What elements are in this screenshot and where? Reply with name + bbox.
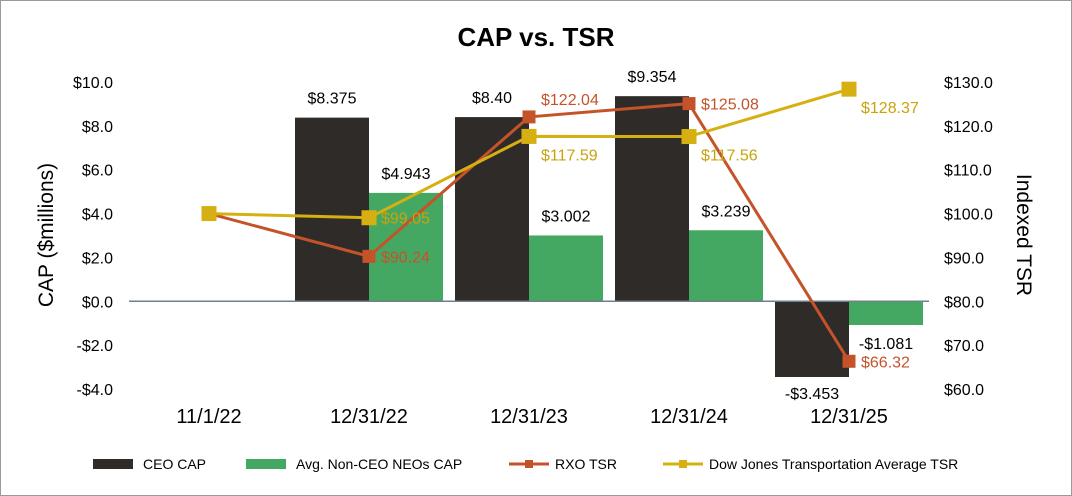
- legend-swatch: [246, 459, 286, 469]
- neo-cap-bar: [849, 301, 923, 325]
- rxo-tsr-marker: [362, 249, 376, 263]
- legend-label: CEO CAP: [143, 456, 206, 472]
- djta-tsr-data-label: $117.56: [701, 148, 758, 165]
- left-axis-tick-label: -$2.0: [77, 338, 114, 355]
- djta-tsr-marker: [681, 129, 697, 145]
- rxo-tsr-data-label: $66.32: [861, 354, 910, 371]
- right-axis-tick-label: $110.0: [944, 163, 992, 180]
- neo-cap-data-label: $3.239: [702, 203, 751, 220]
- legend-label: Dow Jones Transportation Average TSR: [709, 456, 958, 472]
- x-axis-category-label: 12/31/22: [330, 406, 408, 428]
- left-axis-tick-label: $10.0: [73, 75, 113, 92]
- rxo-tsr-marker: [682, 97, 696, 111]
- rxo-tsr-data-label: $90.24: [381, 249, 430, 266]
- rxo-tsr-marker: [522, 110, 536, 124]
- rxo-tsr-data-label: $122.04: [541, 92, 599, 109]
- right-axis-tick-label: $60.0: [944, 382, 984, 399]
- x-axis-category-label: 12/31/24: [650, 406, 728, 428]
- chart-title: CAP vs. TSR: [457, 22, 614, 52]
- right-axis-tick-label: $70.0: [944, 338, 984, 355]
- neo-cap-data-label: -$1.081: [859, 336, 913, 353]
- ceo-cap-data-label: -$3.453: [785, 386, 839, 403]
- x-axis-category-label: 12/31/25: [810, 406, 888, 428]
- legend-label: RXO TSR: [555, 456, 617, 472]
- djta-tsr-marker: [841, 81, 857, 97]
- x-axis-category-label: 12/31/23: [490, 406, 568, 428]
- right-axis-tick-label: $120.0: [944, 119, 993, 136]
- ceo-cap-data-label: $8.40: [472, 90, 512, 107]
- right-axis-tick-label: $100.0: [944, 207, 993, 224]
- right-axis-tick-label: $80.0: [944, 294, 984, 311]
- left-axis-title: CAP ($millions): [35, 163, 58, 307]
- djta-tsr-marker: [201, 206, 217, 222]
- left-axis-tick-label: -$4.0: [77, 382, 114, 399]
- left-axis-tick-label: $6.0: [82, 163, 113, 180]
- djta-tsr-marker: [361, 210, 377, 226]
- legend-marker: [679, 460, 687, 468]
- left-axis-tick-label: $0.0: [82, 294, 113, 311]
- rxo-tsr-data-label: $125.08: [701, 97, 759, 114]
- djta-tsr-data-label: $117.59: [541, 147, 598, 164]
- neo-cap-data-label: $3.002: [542, 208, 591, 225]
- right-axis-title: Indexed TSR: [1012, 174, 1035, 296]
- x-axis-category-label: 11/1/22: [176, 406, 241, 428]
- ceo-cap-data-label: $9.354: [628, 69, 677, 86]
- ceo-cap-bar: [775, 301, 849, 378]
- djta-tsr-data-label: $128.37: [861, 100, 919, 117]
- djta-tsr-data-label: $99.05: [381, 211, 430, 228]
- right-axis-tick-label: $130.0: [944, 75, 993, 92]
- right-axis-tick-label: $90.0: [944, 250, 984, 267]
- djta-tsr-marker: [521, 128, 537, 144]
- left-axis-tick-label: $2.0: [82, 250, 113, 267]
- left-axis-tick-label: $8.0: [82, 119, 113, 136]
- neo-cap-bar: [529, 235, 603, 302]
- legend-marker: [525, 460, 533, 468]
- ceo-cap-bar: [455, 117, 529, 302]
- rxo-tsr-marker: [842, 354, 856, 368]
- neo-cap-bar: [689, 230, 763, 302]
- neo-cap-data-label: $4.943: [382, 166, 431, 183]
- left-axis-tick-label: $4.0: [82, 207, 113, 224]
- legend-label: Avg. Non-CEO NEOs CAP: [296, 456, 462, 472]
- ceo-cap-bar: [615, 96, 689, 302]
- ceo-cap-data-label: $8.375: [308, 91, 357, 108]
- ceo-cap-bar: [295, 117, 369, 302]
- legend-swatch: [93, 459, 133, 469]
